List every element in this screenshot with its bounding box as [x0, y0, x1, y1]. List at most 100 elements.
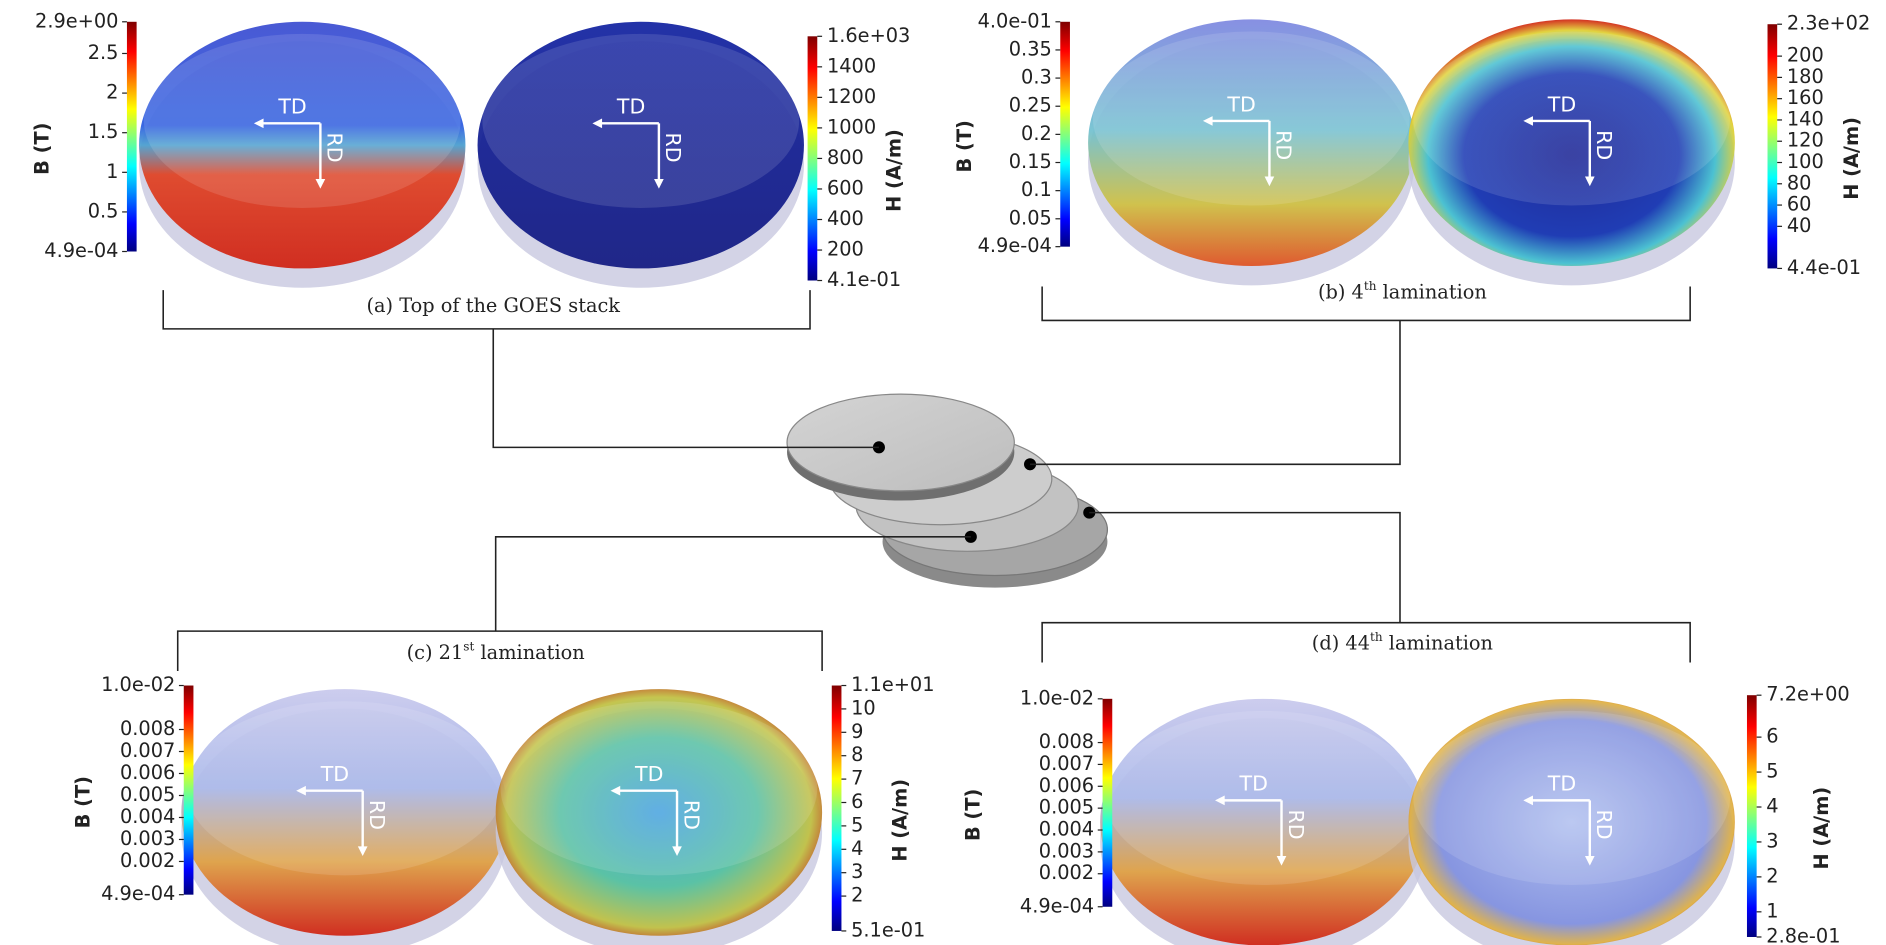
colorbar-tick-label: 0.004 — [1039, 818, 1094, 841]
colorbar — [1060, 21, 1070, 247]
caption-superscript: th — [1364, 279, 1377, 293]
colorbar-tick-label: 400 — [827, 207, 864, 230]
rd-label: RD — [323, 132, 347, 162]
caption-text: lamination — [1383, 631, 1493, 654]
colorbar-tick-label: 9 — [851, 720, 863, 743]
colorbar-tick-label: 2.9e+00 — [35, 9, 118, 32]
colorbar-tick-label: 0.35 — [1009, 37, 1052, 60]
colorbar-tick-label: 200 — [827, 238, 864, 261]
colorbar-tick-label: 2.5 — [88, 41, 119, 64]
caption-superscript: st — [463, 639, 474, 653]
colorbar-tick-label: 200 — [1787, 44, 1824, 67]
disk-field — [495, 689, 823, 936]
caption-superscript: th — [1370, 630, 1383, 644]
colorbar — [1746, 695, 1757, 937]
rd-label: RD — [1592, 130, 1616, 160]
panel-caption: (c) 21st lamination — [407, 639, 585, 663]
td-arrowhead — [296, 785, 306, 796]
colorbar-tick-label: 4 — [851, 837, 863, 860]
td-label: TD — [277, 95, 306, 119]
disk-field — [139, 21, 466, 269]
td-arrowhead — [1215, 795, 1225, 806]
colorbar-axis-label: B (T) — [953, 120, 976, 172]
colorbar — [1102, 698, 1113, 907]
colorbar-tick-label: 3 — [1766, 829, 1778, 852]
disk-glass — [1105, 710, 1422, 886]
disk-glass — [143, 33, 461, 208]
colorbar-tick-label: 2 — [851, 884, 863, 907]
td-label: TD — [1547, 92, 1576, 116]
colorbar-axis-label: B (T) — [71, 776, 94, 828]
caption-text: (b) 4 — [1318, 281, 1364, 304]
colorbar-tick-label: 140 — [1787, 107, 1824, 130]
colorbar-tick-label: 1400 — [827, 54, 876, 77]
disk-glass — [1413, 31, 1731, 206]
colorbar-tick-label: 0.008 — [1039, 730, 1094, 753]
rd-arrowhead — [1584, 855, 1595, 866]
colorbar-tick-label: 0.005 — [120, 783, 175, 806]
disk-glass — [1092, 31, 1410, 206]
colorbar-tick-label: 1.0e-02 — [1020, 686, 1094, 709]
colorbar-tick-label: 6 — [851, 790, 863, 813]
td-label: TD — [634, 762, 663, 786]
td-label: TD — [616, 95, 645, 119]
colorbar-tick-label: 800 — [827, 146, 864, 169]
colorbar-tick-label: 4.9e-04 — [978, 234, 1052, 257]
colorbar-tick-label: 3 — [851, 860, 863, 883]
colorbar-tick-label: 0.25 — [1009, 94, 1052, 117]
colorbar-tick-label: 4.9e-04 — [101, 882, 175, 905]
colorbar — [831, 685, 842, 931]
disk-field — [1408, 698, 1735, 945]
caption-text: (c) 21 — [407, 641, 464, 664]
colorbar-tick-label: 0.005 — [1039, 796, 1094, 819]
colorbar-tick-label: 1.0e-02 — [101, 673, 175, 696]
td-arrowhead — [1523, 116, 1533, 126]
colorbar-tick-label: 2 — [106, 81, 118, 104]
colorbar-axis-label: B (T) — [961, 789, 984, 841]
colorbar-tick-label: 0.003 — [120, 827, 175, 850]
field-rendering: TD RD — [181, 689, 508, 945]
rd-arrowhead — [1264, 176, 1275, 187]
colorbar-tick-label: 0.05 — [1009, 206, 1052, 229]
field-rendering: TD RD — [1100, 698, 1427, 945]
panel-caption: (a) Top of the GOES stack — [366, 294, 620, 317]
td-label: TD — [1239, 772, 1268, 796]
colorbar-tick-label: 0.008 — [120, 717, 175, 740]
colorbar-tick-label: 6 — [1766, 725, 1778, 748]
colorbar-tick-label: 8 — [851, 743, 863, 766]
colorbar-tick-label: 0.003 — [1039, 839, 1094, 862]
lamination-stack — [786, 393, 1109, 588]
colorbar — [126, 21, 137, 252]
td-label: TD — [320, 762, 349, 786]
colorbar-tick-label: 0.007 — [120, 739, 175, 762]
caption-text: lamination — [1376, 281, 1486, 304]
rd-arrowhead — [315, 178, 326, 189]
colorbar-axis-label: H (A/m) — [1840, 117, 1863, 200]
disk-field — [1088, 19, 1415, 267]
field-rendering: TD RD — [495, 689, 823, 945]
colorbar-tick-label: 4.1e-01 — [827, 268, 901, 291]
colorbar-tick-label: 4.9e-04 — [44, 239, 118, 262]
colorbar-tick-label: 2.3e+02 — [1787, 12, 1870, 35]
field-rendering: TD RD — [477, 21, 804, 288]
panel-caption: (b) 4th lamination — [1318, 279, 1487, 303]
colorbar-tick-label: 0.1 — [1021, 178, 1052, 201]
field-rendering: TD RD — [1088, 19, 1415, 286]
colorbar-tick-label: 0.5 — [88, 199, 119, 222]
colorbar-tick-label: 1 — [106, 160, 118, 183]
disk-glass — [500, 701, 818, 876]
colorbar-tick-label: 0.002 — [120, 849, 175, 872]
panel-caption: (d) 44th lamination — [1312, 630, 1493, 654]
caption-text: lamination — [474, 641, 584, 664]
colorbar-tick-label: 40 — [1787, 214, 1812, 237]
rd-arrowhead — [1584, 176, 1595, 187]
colorbar — [1767, 24, 1778, 269]
disk-field — [181, 689, 508, 936]
colorbar-tick-label: 1000 — [827, 115, 876, 138]
colorbar-tick-label: 10 — [851, 696, 876, 719]
disk-field — [477, 21, 804, 269]
colorbar-tick-label: 60 — [1787, 193, 1812, 216]
colorbar-tick-label: 600 — [827, 176, 864, 199]
colorbar-tick-label: 0.3 — [1021, 66, 1052, 89]
field-rendering: TD RD — [1408, 698, 1735, 945]
